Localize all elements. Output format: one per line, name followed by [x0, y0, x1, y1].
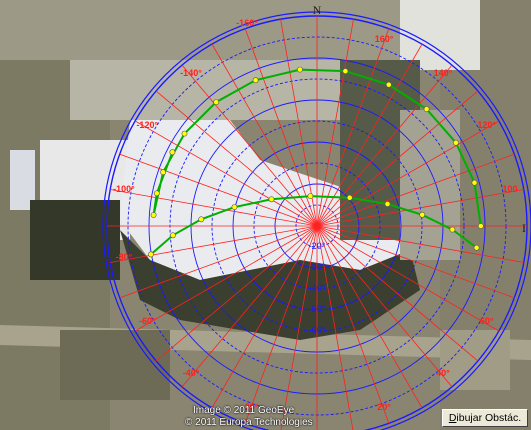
azimuth-label: 40°: [436, 368, 450, 378]
sun-path-point: [147, 251, 154, 258]
azimuth-label: -160°: [236, 18, 258, 28]
sun-path-point: [342, 68, 349, 74]
sun-path-point: [449, 226, 456, 233]
azimuth-spoke: [134, 120, 318, 227]
sun-path-point: [268, 196, 275, 203]
sun-path-point: [384, 201, 391, 207]
azimuth-label: -80°: [116, 252, 133, 262]
draw-obstacles-label: ibujar Obstác.: [456, 412, 522, 424]
elevation-label: -50°: [309, 304, 326, 314]
azimuth-label: 100: [503, 184, 518, 194]
sun-path-point: [296, 66, 303, 73]
east-label: I: [522, 221, 526, 235]
azimuth-label: -120°: [136, 120, 158, 130]
sun-path-point: [169, 149, 176, 156]
azimuth-spoke: [316, 225, 500, 332]
trees-bottom-left: [60, 330, 170, 400]
azimuth-spoke: [280, 225, 318, 430]
horizon-ring: [102, 11, 531, 430]
azimuth-spoke: [316, 120, 500, 227]
azimuth-label: -40°: [183, 368, 200, 378]
azimuth-spoke: [155, 90, 318, 227]
imagery-credit: Image © 2011 GeoEye: [193, 405, 295, 416]
azimuth-spoke: [316, 90, 479, 227]
azimuth-spoke: [316, 28, 390, 227]
azimuth-spoke: [316, 189, 524, 227]
sun-path-point: [153, 190, 160, 197]
azimuth-label: 20°: [377, 402, 391, 412]
sun-path-point: [385, 81, 392, 88]
dark-wing-left: [30, 200, 120, 280]
elevation-label: -40°: [309, 283, 326, 293]
azimuth-spoke: [316, 225, 423, 409]
north-label: N: [313, 3, 322, 17]
azimuth-spoke: [316, 225, 524, 263]
azimuth-spoke: [110, 225, 318, 263]
sun-path-point: [307, 193, 314, 199]
azimuth-label: 140°: [434, 68, 453, 78]
azimuth-spoke: [211, 43, 318, 227]
sun-path-point: [473, 244, 480, 251]
azimuth-spoke: [244, 225, 318, 424]
sun-path-point: [169, 232, 176, 239]
draw-obstacles-mnemonic: D: [448, 412, 457, 424]
data-credit: © 2011 Europa Technologies: [185, 417, 313, 428]
azimuth-spoke: [316, 225, 354, 430]
sun-path-point: [150, 212, 157, 218]
azimuth-spoke: [316, 225, 453, 388]
azimuth-spoke: [316, 225, 479, 362]
azimuth-spoke: [134, 225, 318, 332]
azimuth-spoke: [316, 153, 515, 227]
sun-path-point: [452, 139, 459, 146]
azimuth-spoke: [211, 225, 318, 409]
sun-path-point: [198, 216, 205, 223]
azimuth-spoke: [316, 225, 390, 424]
azimuth-label: -60°: [139, 316, 156, 326]
azimuth-spoke: [280, 19, 318, 227]
sun-path-point: [471, 179, 478, 186]
azimuth-spoke: [316, 64, 453, 227]
sun-path-point: [477, 223, 484, 229]
azimuth-spoke: [155, 225, 318, 362]
azimuth-spoke: [181, 225, 318, 388]
azimuth-spoke: [110, 189, 318, 227]
azimuth-spoke: [119, 225, 318, 299]
azimuth-label: -100°: [113, 184, 135, 194]
azimuth-spoke: [316, 225, 515, 299]
azimuth-label: -140°: [180, 68, 202, 78]
sun-path-point: [160, 169, 166, 176]
elevation-label: -20°: [309, 241, 326, 251]
azimuth-spoke: [316, 43, 423, 227]
azimuth-label: 160°: [375, 34, 394, 44]
sun-path-point: [231, 204, 238, 210]
sun-path-point: [181, 130, 188, 137]
zenith-dot: [314, 223, 320, 229]
sun-path-point: [346, 194, 353, 201]
sun-path-point: [419, 211, 426, 218]
azimuth-spoke: [119, 153, 318, 227]
azimuth-label: -20°: [242, 402, 259, 412]
elevation-label: -30°: [309, 262, 326, 272]
elevation-label: -60°: [309, 325, 326, 335]
azimuth-spoke: [181, 64, 318, 227]
azimuth-spoke: [316, 19, 354, 227]
building-main-shadow: [120, 230, 420, 340]
sun-path-point: [252, 77, 259, 84]
draw-obstacles-button[interactable]: Dibujar Obstác.: [442, 409, 528, 427]
azimuth-label: 60°: [480, 316, 494, 326]
sun-path-point: [213, 99, 220, 105]
sun-path-point: [423, 106, 430, 112]
azimuth-label: 120°: [477, 120, 496, 130]
azimuth-spoke: [244, 28, 318, 227]
